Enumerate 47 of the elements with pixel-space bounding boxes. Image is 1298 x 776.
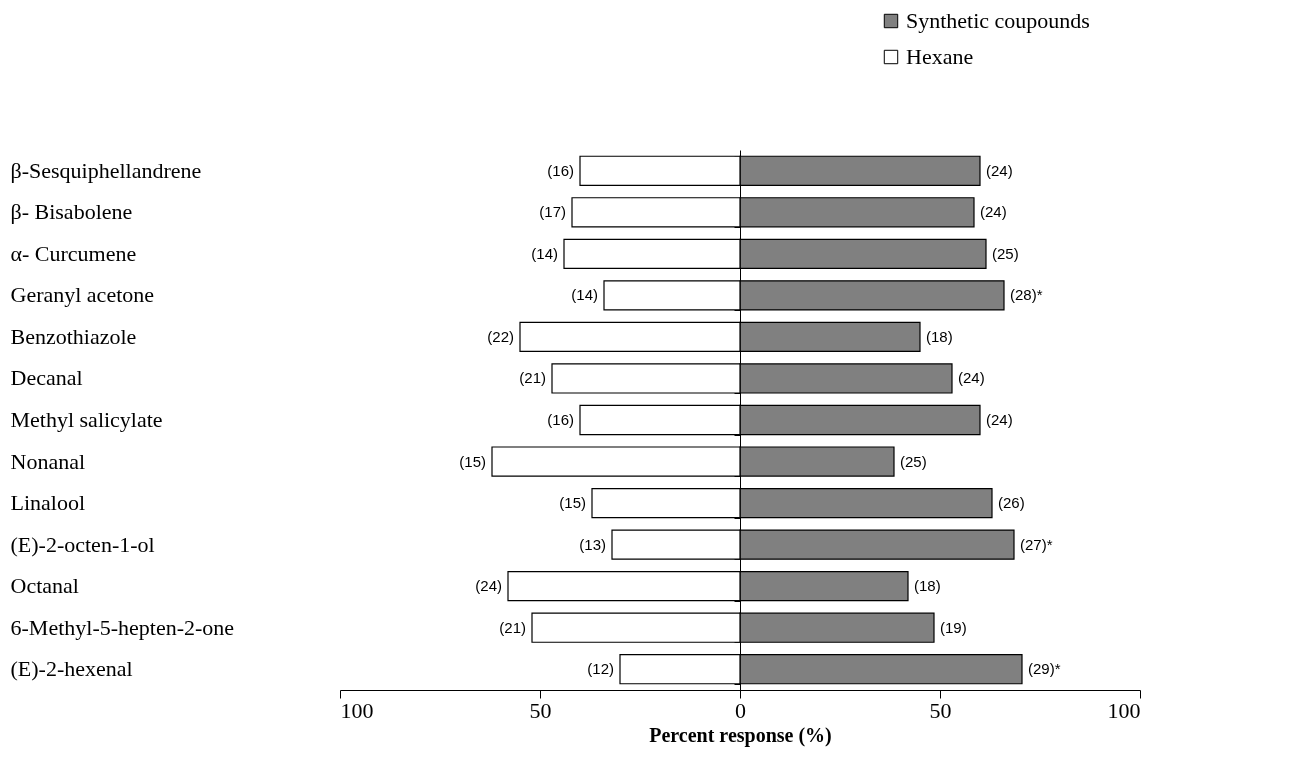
- annotation: (12): [587, 660, 614, 678]
- annotation: (15): [459, 452, 486, 470]
- y-tick-label: Geranyl acetone: [10, 282, 155, 308]
- y-tick-label: α- Curcumene: [10, 240, 137, 266]
- annotation: (22): [487, 327, 514, 345]
- y-tick-label: Nonanal: [10, 448, 86, 474]
- annotation: (16): [547, 411, 574, 428]
- y-tick-label: (E)-2-octen-1-ol: [10, 531, 155, 557]
- x-axis-title: Percent response (%): [649, 723, 832, 747]
- x-tick-label: 100: [1107, 697, 1141, 723]
- y-tick-label: Decanal: [10, 365, 83, 391]
- x-tick-label: 0: [735, 697, 746, 723]
- legend-label: Hexane: [906, 44, 974, 69]
- annotation: (14): [571, 286, 598, 304]
- x-tick-label: 100: [340, 697, 374, 723]
- annotation: (13): [579, 535, 606, 553]
- annotation: (19): [940, 618, 967, 636]
- annotation: (16): [547, 161, 574, 179]
- y-tick-label: Linalool: [10, 490, 86, 516]
- annotation: (26): [998, 494, 1025, 512]
- y-tick-label: Methyl salicylate: [10, 407, 163, 432]
- x-tick-label: 50: [929, 697, 952, 723]
- annotation: (24): [986, 161, 1013, 179]
- annotation: (14): [531, 244, 558, 262]
- y-tick-label: β- Bisabolene: [10, 199, 133, 225]
- y-tick-label: Octanal: [10, 573, 79, 599]
- annotation: (28)*: [1010, 286, 1043, 304]
- annotation: (24): [475, 577, 502, 595]
- annotation: (25): [900, 452, 927, 470]
- legend-label: Synthetic coupounds: [906, 8, 1090, 33]
- annotation: (24): [986, 411, 1013, 428]
- annotation: (18): [914, 577, 941, 595]
- annotation: (21): [519, 369, 546, 387]
- annotation: (21): [499, 618, 526, 636]
- annotation: (29)*: [1028, 660, 1061, 678]
- annotation: (24): [980, 203, 1007, 221]
- x-tick-label: 50: [529, 697, 552, 723]
- annotation: (24): [958, 369, 985, 387]
- y-tick-label: (E)-2-hexenal: [10, 656, 133, 682]
- annotation: (27)*: [1020, 535, 1053, 553]
- y-tick-label: Benzothiazole: [10, 323, 137, 349]
- annotation: (18): [926, 327, 953, 345]
- annotation: (17): [539, 203, 566, 221]
- y-tick-label: β-Sesquiphellandrene: [10, 157, 202, 183]
- annotation: (25): [992, 244, 1019, 262]
- y-tick-label: 6-Methyl-5-hepten-2-one: [10, 614, 235, 640]
- annotation: (15): [559, 494, 586, 512]
